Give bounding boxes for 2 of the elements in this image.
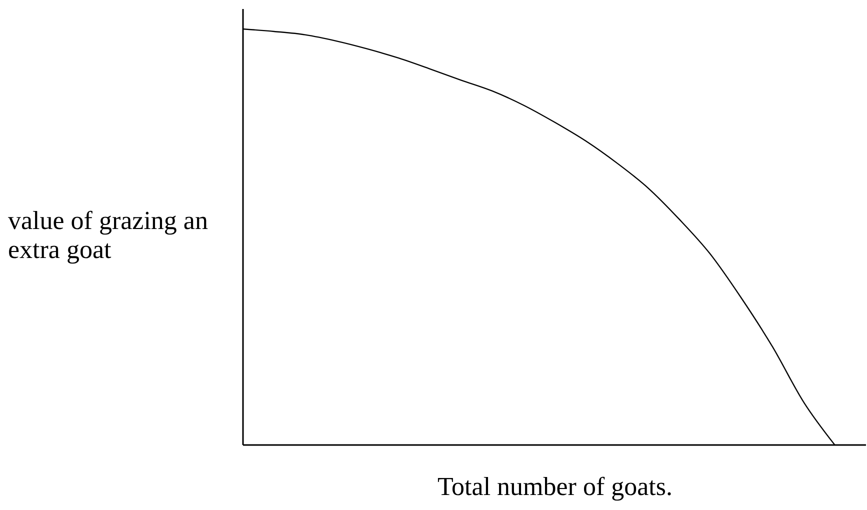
y-axis-title: value of grazing an extra goat [8, 206, 209, 264]
x-axis-title: Total number of goats. [436, 472, 674, 502]
